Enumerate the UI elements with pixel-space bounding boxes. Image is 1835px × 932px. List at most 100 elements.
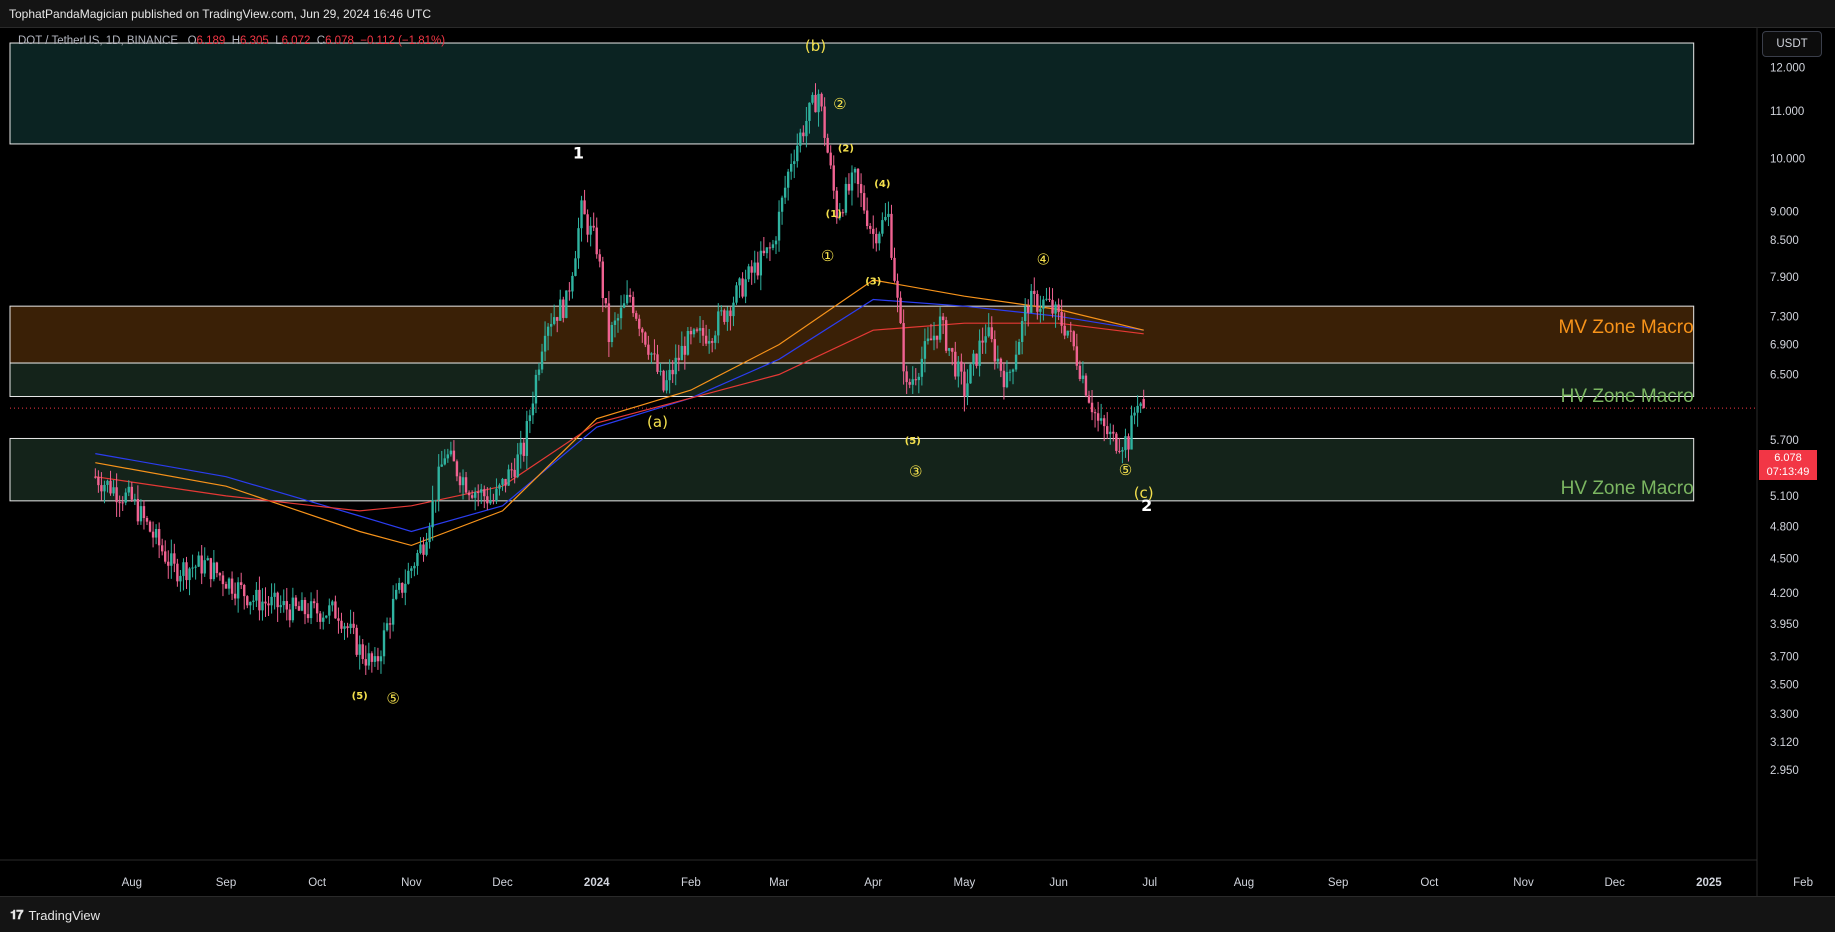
candle-body bbox=[185, 562, 188, 581]
wave-label: ② bbox=[833, 95, 846, 113]
candle-body bbox=[236, 582, 240, 599]
x-tick-label: Jul bbox=[1142, 877, 1157, 889]
candle-body bbox=[416, 553, 419, 566]
candle-body bbox=[999, 358, 1003, 371]
candle-body bbox=[1002, 370, 1006, 388]
candle-body bbox=[771, 244, 775, 248]
candle-body bbox=[249, 601, 252, 606]
candle-body bbox=[243, 584, 246, 597]
candle-body bbox=[975, 353, 978, 366]
y-tick-label: 3.500 bbox=[1770, 679, 1799, 691]
candle-body bbox=[604, 298, 608, 304]
symbol-name[interactable]: DOT / TetherUS, 1D, BINANCE bbox=[18, 35, 178, 47]
candle-body bbox=[434, 499, 437, 501]
candle-body bbox=[823, 106, 826, 138]
candle-body bbox=[574, 258, 577, 276]
candle-body bbox=[677, 357, 680, 361]
candle-body bbox=[124, 492, 127, 503]
candle-body bbox=[452, 450, 456, 462]
candle-body bbox=[1142, 399, 1145, 409]
candle-body bbox=[398, 582, 401, 590]
candle-body bbox=[239, 582, 243, 585]
tradingview-logo[interactable]: 𝟏𝟕 TradingView bbox=[10, 907, 100, 923]
candle-body bbox=[510, 469, 513, 471]
candle-body bbox=[188, 568, 191, 581]
candle-body bbox=[625, 294, 629, 304]
candle-body bbox=[568, 290, 571, 292]
wave-label: ④ bbox=[1037, 250, 1050, 268]
wave-label: (a) bbox=[647, 413, 668, 431]
candle-body bbox=[1063, 325, 1066, 336]
candle-body bbox=[1023, 306, 1027, 322]
candle-body bbox=[352, 623, 355, 628]
candle-body bbox=[279, 605, 282, 608]
candle-body bbox=[470, 495, 474, 498]
y-tick-label: 7.900 bbox=[1770, 272, 1799, 284]
publish-info: TophatPandaMagician published on Trading… bbox=[9, 7, 432, 21]
candle-body bbox=[571, 275, 574, 292]
candle-body bbox=[546, 326, 550, 336]
currency-button[interactable]: USDT bbox=[1762, 31, 1822, 57]
candle-body bbox=[732, 302, 735, 317]
candle-body bbox=[130, 486, 133, 500]
open-value: 6.189 bbox=[196, 35, 226, 47]
candle-body bbox=[704, 335, 708, 344]
wave-label: (3) bbox=[865, 276, 881, 287]
candle-body bbox=[495, 488, 498, 501]
candle-body bbox=[1096, 413, 1100, 421]
candle-body bbox=[151, 531, 155, 538]
candle-body bbox=[145, 517, 149, 522]
candle-body bbox=[674, 357, 677, 375]
y-tick-label: 3.120 bbox=[1770, 737, 1799, 749]
candle-body bbox=[370, 653, 374, 662]
candle-body bbox=[522, 442, 525, 456]
candle-body bbox=[318, 613, 322, 622]
candle-body bbox=[519, 442, 522, 455]
candle-body bbox=[252, 600, 255, 602]
candle-body bbox=[1133, 412, 1136, 416]
candle-body bbox=[595, 227, 598, 255]
candle-body bbox=[112, 487, 115, 494]
candle-body bbox=[601, 261, 604, 299]
x-tick-label: Feb bbox=[681, 877, 701, 889]
candle-body bbox=[440, 464, 443, 467]
candle-body bbox=[774, 240, 778, 245]
candle-body bbox=[957, 361, 960, 377]
candle-body bbox=[844, 183, 848, 213]
candle-body bbox=[814, 94, 817, 113]
x-tick-label: Oct bbox=[1420, 877, 1439, 889]
candle-body bbox=[473, 492, 477, 498]
candle-body bbox=[562, 299, 565, 318]
candle-body bbox=[407, 570, 410, 584]
candle-body bbox=[139, 506, 143, 522]
candle-body bbox=[850, 172, 854, 191]
candle-body bbox=[261, 601, 264, 611]
candle-body bbox=[340, 620, 343, 629]
candle-body bbox=[200, 555, 203, 574]
y-tick-label: 2.950 bbox=[1770, 765, 1799, 777]
candle-body bbox=[425, 542, 428, 555]
candle-body bbox=[516, 454, 519, 477]
candle-body bbox=[862, 193, 866, 211]
x-tick-label: Dec bbox=[492, 877, 513, 889]
candle-body bbox=[315, 603, 319, 614]
candle-body bbox=[872, 228, 875, 234]
candle-body bbox=[1045, 298, 1048, 300]
candle-body bbox=[695, 329, 699, 331]
candle-body bbox=[911, 379, 914, 385]
candle-body bbox=[209, 558, 213, 580]
candle-body bbox=[628, 294, 632, 297]
candle-body bbox=[379, 656, 383, 662]
x-tick-label: Nov bbox=[401, 877, 422, 889]
candle-body bbox=[373, 656, 377, 662]
candle-body bbox=[1102, 418, 1106, 427]
candle-body bbox=[701, 328, 705, 336]
candle-body bbox=[680, 345, 684, 361]
candle-body bbox=[841, 212, 845, 214]
candle-body bbox=[455, 461, 459, 477]
candle-body bbox=[203, 560, 206, 574]
x-tick-label: 2024 bbox=[584, 877, 610, 889]
candle-body bbox=[923, 341, 927, 359]
candle-body bbox=[559, 299, 562, 321]
